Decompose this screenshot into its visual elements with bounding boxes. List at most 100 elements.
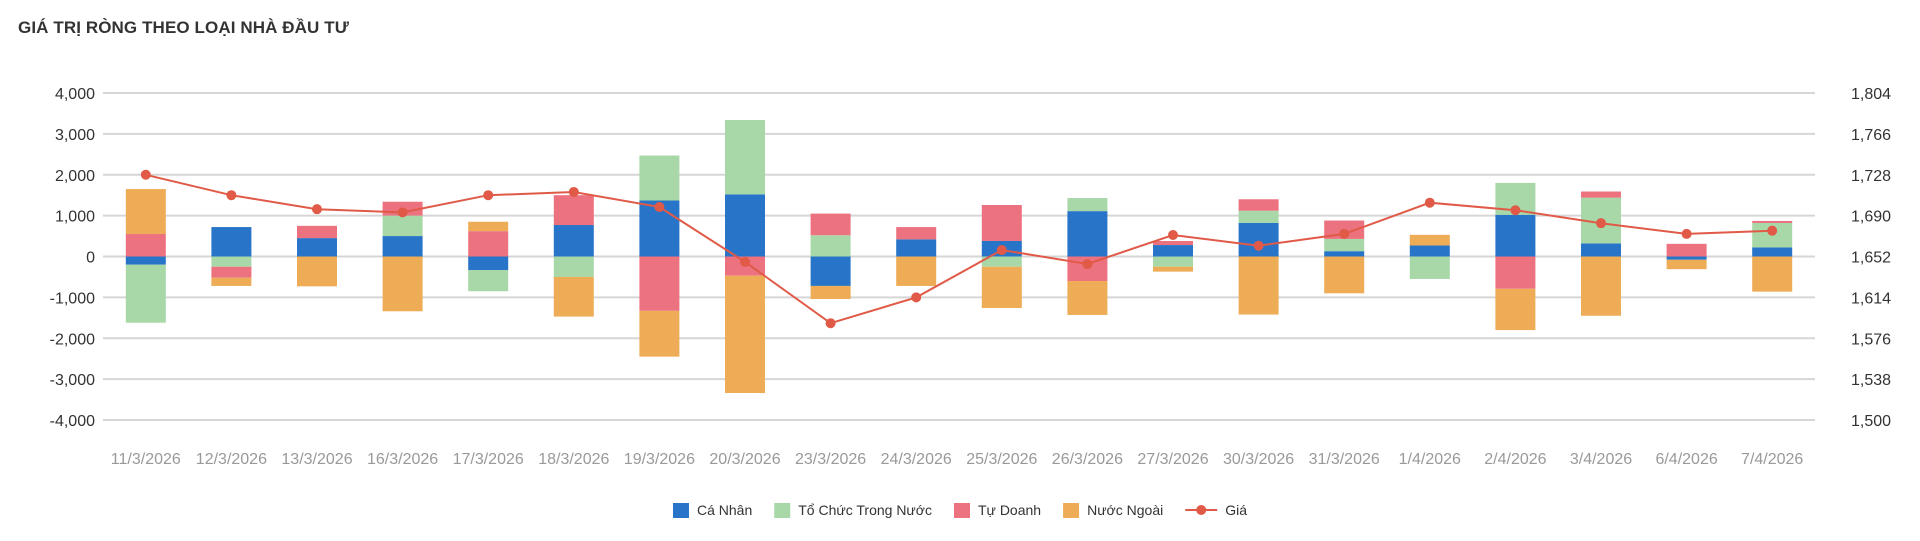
x-tick-label: 3/4/2026 <box>1570 451 1632 468</box>
bar-segment <box>639 310 680 357</box>
bar-segment <box>297 238 337 257</box>
x-tick-label: 7/4/2026 <box>1741 451 1803 468</box>
y2-tick-label: 1,804 <box>1851 86 1891 103</box>
y-tick-label: -1,000 <box>50 290 95 307</box>
bars <box>125 119 1793 394</box>
bar-segment <box>211 277 252 286</box>
y2-tick-label: 1,766 <box>1851 127 1891 144</box>
bar-segment <box>1581 191 1621 198</box>
bar-segment <box>1238 222 1279 257</box>
price-point <box>140 169 151 180</box>
bar-segment <box>125 189 166 235</box>
price-point <box>1596 218 1606 229</box>
y-tick-label: -2,000 <box>50 331 95 348</box>
x-tick-label: 12/3/2026 <box>196 451 267 468</box>
grid-lines <box>103 92 1815 421</box>
price-point <box>226 190 237 201</box>
y-tick-label: -4,000 <box>50 413 95 430</box>
x-tick-label: 23/3/2026 <box>795 451 866 468</box>
x-tick-label: 30/3/2026 <box>1223 451 1294 468</box>
bar-segment <box>382 215 423 237</box>
legend-point-swatch <box>1196 505 1207 515</box>
bar-segment <box>1409 256 1450 279</box>
bar-segment <box>125 264 166 323</box>
bar-segment <box>553 225 594 257</box>
bar-segment <box>981 266 1022 309</box>
bar-segment <box>1067 198 1108 212</box>
bar-segment <box>639 256 680 311</box>
price-point <box>740 256 750 267</box>
bar-segment <box>211 266 252 278</box>
price-point <box>1339 228 1350 239</box>
bar-segment <box>1153 256 1193 267</box>
y-tick-label: 0 <box>86 250 95 267</box>
bar-segment <box>553 195 594 226</box>
x-tick-label: 11/3/2026 <box>111 451 181 468</box>
x-tick-label: 26/3/2026 <box>1052 451 1123 468</box>
bar-segment <box>810 285 851 300</box>
y-tick-label: 1,000 <box>55 209 95 226</box>
bar-segment <box>1153 240 1193 246</box>
bar-segment <box>1324 251 1365 257</box>
x-tick-label: 24/3/2026 <box>881 451 952 468</box>
bar-segment <box>1666 243 1707 257</box>
bar-segment <box>382 256 423 312</box>
y-tick-label: -3,000 <box>50 372 95 389</box>
legend-swatch <box>1063 503 1080 518</box>
x-tick-label: 17/3/2026 <box>453 451 524 468</box>
y2-tick-label: 1,614 <box>1851 290 1891 307</box>
x-tick-label: 1/4/2026 <box>1399 451 1461 468</box>
price-point <box>1168 229 1178 240</box>
y2-tick-label: 1,576 <box>1851 331 1891 348</box>
x-tick-label: 13/3/2026 <box>281 451 352 468</box>
bar-segment <box>125 256 166 265</box>
bar-segment <box>1495 256 1536 289</box>
x-tick-label: 19/3/2026 <box>624 451 695 468</box>
bar-segment <box>725 119 765 195</box>
price-point <box>568 186 579 197</box>
bar-segment <box>1752 247 1793 257</box>
bar-segment <box>468 256 509 270</box>
legend-swatch <box>954 503 970 518</box>
bar-segment <box>1409 245 1450 257</box>
price-point <box>1510 205 1521 216</box>
price-point <box>1767 225 1778 236</box>
x-tick-label: 20/3/2026 <box>709 451 780 468</box>
bar-segment <box>382 236 423 257</box>
legend-label: Tự Doanh <box>978 502 1041 518</box>
legend-label: Nước Ngoài <box>1087 502 1163 518</box>
legend-swatch <box>672 503 689 518</box>
bar-segment <box>211 227 252 257</box>
bar-segment <box>1238 199 1279 211</box>
bar-segment <box>896 256 937 286</box>
price-point <box>397 207 408 218</box>
bar-segment <box>125 234 166 257</box>
bar-segment <box>1495 214 1536 257</box>
bar-segment <box>896 239 937 257</box>
y2-tick-label: 1,652 <box>1851 250 1891 267</box>
bar-segment <box>297 256 337 287</box>
bar-segment <box>1581 256 1621 316</box>
bar-segment <box>896 227 937 240</box>
y2-tick-label: 1,728 <box>1851 168 1891 185</box>
bar-segment <box>468 221 509 232</box>
price-point <box>996 245 1007 256</box>
legend-label: Cá Nhân <box>697 502 752 518</box>
x-tick-label: 27/3/2026 <box>1137 451 1208 468</box>
bar-segment <box>1153 245 1193 257</box>
legend-label: Tổ Chức Trong Nước <box>798 502 932 518</box>
bar-segment <box>981 256 1022 267</box>
bar-segment <box>1067 211 1108 257</box>
bar-segment <box>639 155 680 201</box>
price-point <box>911 292 922 303</box>
y2-tick-label: 1,500 <box>1851 413 1891 430</box>
price-point <box>312 204 322 215</box>
y2-tick-label: 1,538 <box>1851 372 1891 389</box>
bar-segment <box>1324 238 1365 252</box>
y-tick-label: 2,000 <box>55 168 95 185</box>
x-tick-label: 6/4/2026 <box>1655 451 1717 468</box>
x-tick-label: 31/3/2026 <box>1309 451 1380 468</box>
bar-segment <box>1752 256 1793 292</box>
